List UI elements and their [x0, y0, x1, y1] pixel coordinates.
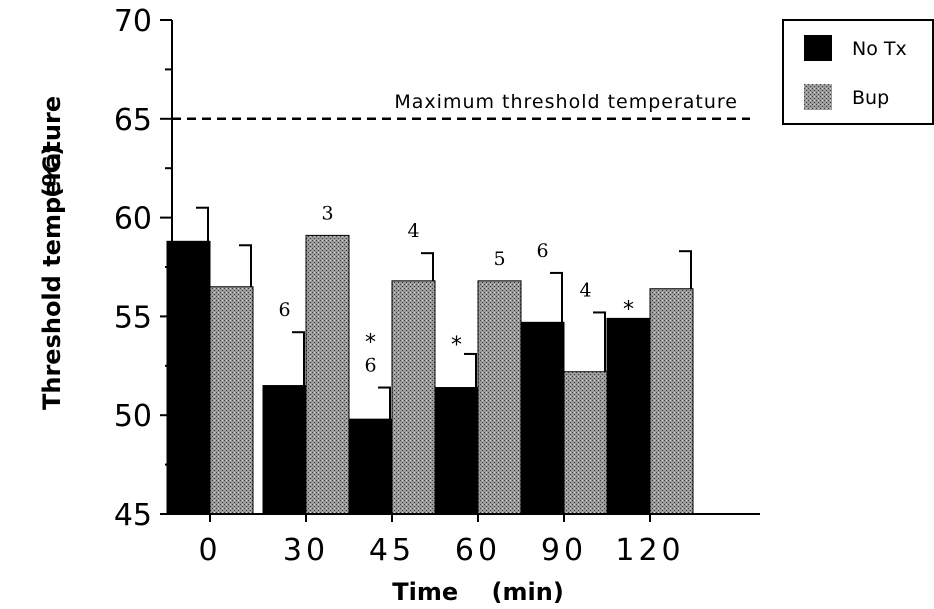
- significance-star: *: [365, 331, 376, 356]
- y-axis-unit-label: (ºC): [38, 145, 66, 198]
- legend-swatch-bup: [804, 84, 832, 110]
- bar-no-tx: [520, 321, 565, 515]
- error-bars: [196, 206, 692, 420]
- bar-bup: [209, 286, 254, 515]
- x-tick-label: 45: [369, 533, 415, 568]
- n-label-no-tx: 6: [278, 299, 290, 321]
- y-tick-label: 65: [114, 103, 152, 138]
- n-label-no-tx: 6: [364, 355, 376, 377]
- bars: [166, 234, 694, 515]
- x-axis-title: Time (min): [392, 578, 564, 606]
- bar-no-tx: [606, 317, 651, 515]
- bar-bup: [391, 280, 436, 515]
- n-label-no-tx: 6: [536, 240, 548, 262]
- legend: No Tx Bup: [782, 19, 934, 125]
- legend-label-bup: Bup: [852, 87, 889, 109]
- bar-no-tx: [166, 240, 211, 515]
- bar-no-tx: [434, 387, 479, 515]
- bar-bup: [649, 288, 694, 515]
- bar-bup: [563, 371, 608, 515]
- y-axis-title: Threshold temperature: [38, 96, 66, 410]
- y-axis-unit: (ºC): [38, 145, 66, 198]
- x-tick-label: 0: [198, 533, 221, 568]
- n-label-bup: 3: [321, 202, 333, 224]
- legend-label-no-tx: No Tx: [852, 38, 907, 60]
- x-tick-label: 120: [615, 533, 684, 568]
- bar-bup: [305, 234, 350, 515]
- bar-no-tx: [262, 385, 307, 515]
- significance-star: *: [623, 297, 634, 322]
- y-tick-label: 55: [114, 300, 152, 335]
- y-tick-label: 70: [114, 4, 152, 39]
- x-tick-label: 90: [541, 533, 587, 568]
- y-axis-title-label: Threshold temperature: [38, 96, 66, 410]
- y-tick-label: 60: [114, 202, 152, 237]
- x-tick-label: 30: [283, 533, 329, 568]
- bar-bup: [477, 280, 522, 515]
- bar-no-tx: [348, 418, 393, 515]
- y-ticks: 45 50 55 60 65 70: [114, 4, 172, 533]
- n-label-bup: 4: [579, 279, 591, 301]
- x-ticks: 0 30 45 60 90 120: [198, 514, 684, 568]
- y-tick-label: 45: [114, 498, 152, 533]
- n-label-bup: 5: [493, 248, 505, 270]
- x-tick-label: 60: [455, 533, 501, 568]
- reference-line-label: Maximum threshold temperature: [394, 91, 738, 113]
- significance-star: *: [451, 333, 462, 358]
- legend-swatch-no-tx: [804, 35, 832, 61]
- n-label-bup: 4: [407, 220, 419, 242]
- y-tick-label: 50: [114, 399, 152, 434]
